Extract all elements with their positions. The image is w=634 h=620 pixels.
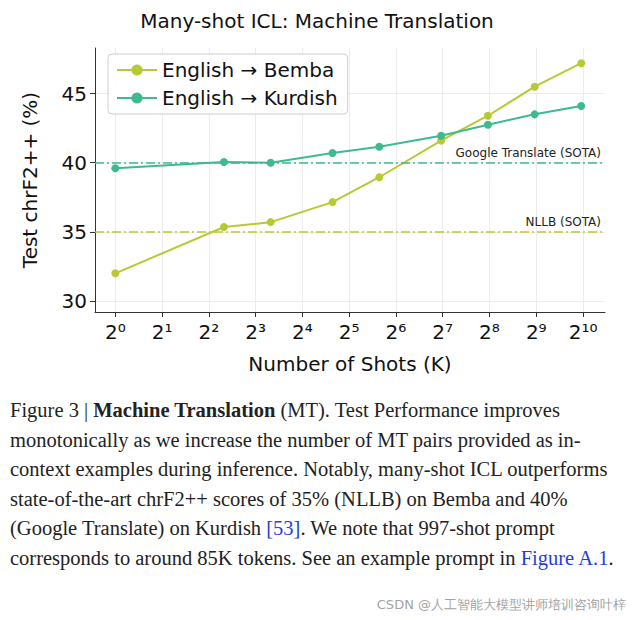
svg-text:2⁸: 2⁸ <box>479 320 500 344</box>
svg-text:English → Bemba: English → Bemba <box>162 58 334 82</box>
svg-text:2⁴: 2⁴ <box>292 320 313 344</box>
svg-text:Google Translate (SOTA): Google Translate (SOTA) <box>456 146 601 160</box>
svg-text:Number of Shots (K): Number of Shots (K) <box>248 352 451 376</box>
svg-text:2⁵: 2⁵ <box>339 320 360 344</box>
svg-text:2⁶: 2⁶ <box>386 320 407 344</box>
svg-text:Test chrF2++ (%): Test chrF2++ (%) <box>18 92 42 269</box>
svg-text:35: 35 <box>62 220 87 244</box>
svg-text:NLLB (SOTA): NLLB (SOTA) <box>526 215 601 229</box>
svg-text:English → Kurdish: English → Kurdish <box>162 86 338 110</box>
svg-text:30: 30 <box>62 289 87 313</box>
svg-text:2³: 2³ <box>245 320 266 344</box>
html-text:CSDN @人工智能大模型讲师培训咨询叶梓: CSDN @人工智能大模型讲师培训咨询叶梓 <box>376 597 626 612</box>
svg-text:2⁷: 2⁷ <box>432 320 453 344</box>
svg-text:40: 40 <box>62 151 87 175</box>
svg-text:2²: 2² <box>198 320 219 344</box>
svg-text:2⁰: 2⁰ <box>105 320 126 344</box>
html-text:Figure 3 | Machine Translation: Figure 3 | Machine Translation (MT). Tes… <box>10 399 614 569</box>
svg-text:45: 45 <box>62 82 87 106</box>
svg-text:2¹: 2¹ <box>152 320 173 344</box>
svg-text:2¹⁰: 2¹⁰ <box>569 320 598 344</box>
svg-text:2⁹: 2⁹ <box>526 320 547 344</box>
svg-text:Many-shot ICL: Machine Transla: Many-shot ICL: Machine Translation <box>140 9 494 33</box>
